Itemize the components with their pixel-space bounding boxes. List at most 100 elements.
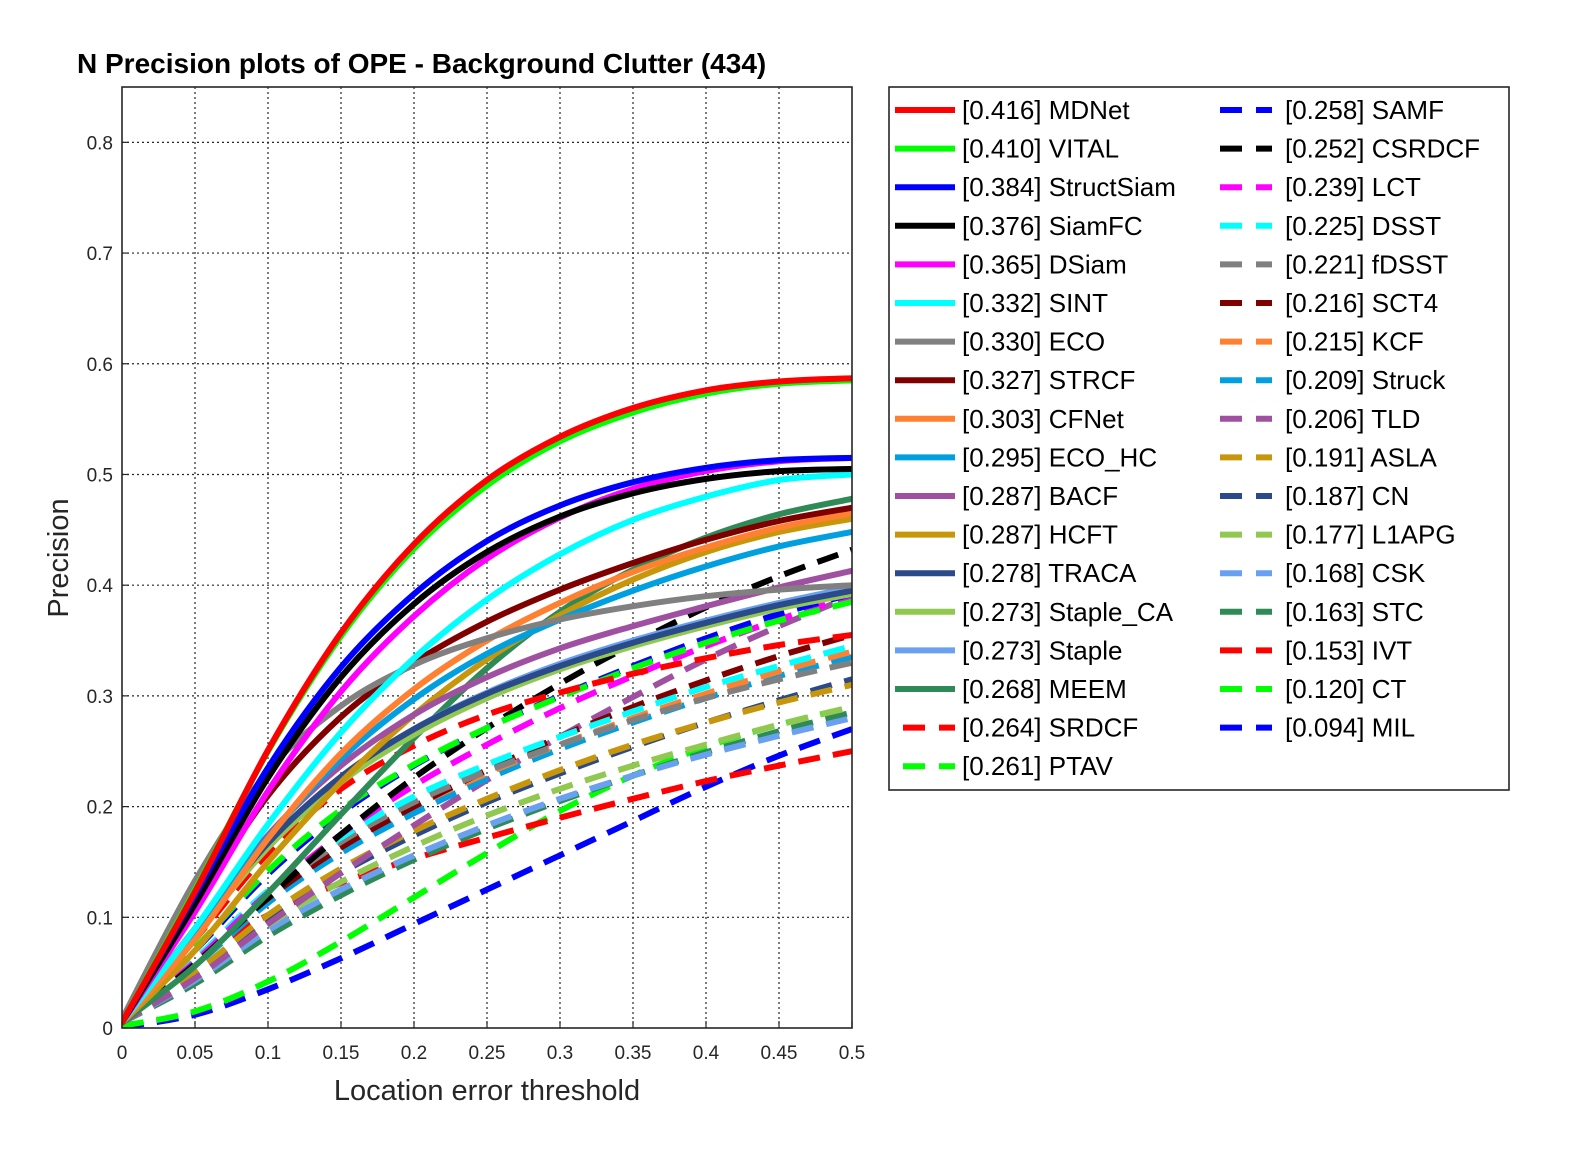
- legend-label: [0.206] TLD: [1285, 404, 1420, 434]
- legend-item: [0.416] MDNet: [895, 95, 1130, 125]
- legend-item: [0.168] CSK: [1220, 558, 1426, 588]
- legend-label: [0.177] L1APG: [1285, 520, 1456, 550]
- legend-label: [0.120] CT: [1285, 674, 1407, 704]
- legend-label: [0.215] KCF: [1285, 327, 1424, 357]
- y-tick-label: 0.2: [87, 798, 113, 819]
- x-axis-ticks: 0 0.05 0.1 0.15 0.2 0.25 0.3 0.35 0.4 0.45 0.5: [117, 1021, 865, 1064]
- legend-label: [0.261] PTAV: [962, 751, 1113, 781]
- legend-label: [0.225] DSST: [1285, 211, 1441, 241]
- legend-label: [0.258] SAMF: [1285, 95, 1444, 125]
- legend-item: [0.120] CT: [1220, 674, 1407, 704]
- legend-label: [0.287] HCFT: [962, 520, 1118, 550]
- legend-label: [0.268] MEEM: [962, 674, 1127, 704]
- y-tick-label: 0.7: [87, 244, 113, 265]
- y-tick-label: 0.1: [87, 908, 113, 929]
- legend-item: [0.209] Struck: [1220, 365, 1446, 395]
- legend-item: [0.295] ECO_HC: [895, 442, 1157, 472]
- x-tick-label: 0.1: [255, 1043, 281, 1064]
- legend-item: [0.278] TRACA: [895, 558, 1137, 588]
- legend-item: [0.261] PTAV: [903, 751, 1113, 781]
- y-axis-label: Precision: [43, 498, 75, 617]
- legend-label: [0.295] ECO_HC: [962, 442, 1157, 472]
- legend-item: [0.268] MEEM: [895, 674, 1127, 704]
- series-line-hcft: [122, 515, 852, 1026]
- legend-item: [0.287] HCFT: [895, 520, 1118, 550]
- legend-label: [0.163] STC: [1285, 597, 1424, 627]
- legend-label: [0.384] StructSiam: [962, 172, 1176, 202]
- series-line-asla: [122, 681, 852, 1025]
- legend-item: [0.216] SCT4: [1220, 288, 1438, 318]
- legend-item: [0.384] StructSiam: [895, 172, 1176, 202]
- x-tick-label: 0.4: [693, 1043, 720, 1064]
- y-tick-label: 0: [102, 1019, 113, 1040]
- legend-label: [0.209] Struck: [1285, 365, 1446, 395]
- chart-title: N Precision plots of OPE - Background Cl…: [77, 48, 766, 79]
- legend-item: [0.287] BACF: [895, 481, 1118, 511]
- legend-item: [0.332] SINT: [895, 288, 1108, 318]
- legend-label: [0.330] ECO: [962, 327, 1105, 357]
- y-tick-label: 0.3: [87, 687, 113, 708]
- series-line-mdnet: [122, 375, 852, 1026]
- y-tick-label: 0.8: [87, 133, 113, 154]
- legend-item: [0.410] VITAL: [895, 134, 1119, 164]
- legend-item: [0.163] STC: [1220, 597, 1424, 627]
- legend-label: [0.252] CSRDCF: [1285, 134, 1480, 164]
- legend-label: [0.327] STRCF: [962, 365, 1135, 395]
- plot-frame: [121, 86, 853, 1029]
- legend-item: [0.303] CFNet: [895, 404, 1125, 434]
- legend-item: [0.273] Staple: [895, 635, 1122, 665]
- legend-item: [0.191] ASLA: [1220, 442, 1437, 472]
- series-line-siamfc: [122, 465, 852, 1026]
- y-tick-label: 0.4: [87, 576, 114, 597]
- legend-item: [0.221] fDSST: [1220, 249, 1448, 279]
- legend-item: [0.206] TLD: [1220, 404, 1420, 434]
- legend-item: [0.239] LCT: [1220, 172, 1421, 202]
- legend-label: [0.239] LCT: [1285, 172, 1421, 202]
- legend-label: [0.094] MIL: [1285, 713, 1415, 743]
- legend: [0.416] MDNet [0.410] VITAL [0.384] Struct…: [888, 86, 1510, 791]
- legend-label: [0.153] IVT: [1285, 635, 1412, 665]
- y-tick-label: 0.5: [87, 465, 113, 486]
- x-tick-label: 0: [117, 1043, 128, 1064]
- series-lines: [122, 375, 852, 1028]
- legend-label: [0.273] Staple: [962, 635, 1122, 665]
- x-tick-label: 0.3: [547, 1043, 573, 1064]
- x-tick-label: 0.2: [401, 1043, 427, 1064]
- legend-label: [0.376] SiamFC: [962, 211, 1143, 241]
- legend-label: [0.303] CFNet: [962, 404, 1125, 434]
- legend-item: [0.215] KCF: [1220, 327, 1424, 357]
- legend-item: [0.187] CN: [1220, 481, 1409, 511]
- legend-label: [0.332] SINT: [962, 288, 1108, 318]
- series-line-structsiam: [122, 454, 852, 1026]
- legend-label: [0.365] DSiam: [962, 249, 1127, 279]
- legend-box: [888, 86, 1510, 791]
- legend-label: [0.278] TRACA: [962, 558, 1137, 588]
- legend-label: [0.216] SCT4: [1285, 288, 1438, 318]
- legend-label: [0.221] fDSST: [1285, 249, 1448, 279]
- series-line-srdcf: [122, 632, 852, 1025]
- legend-item: [0.252] CSRDCF: [1220, 134, 1480, 164]
- legend-label: [0.168] CSK: [1285, 558, 1426, 588]
- series-line-stc: [122, 709, 852, 1026]
- x-tick-label: 0.05: [177, 1043, 214, 1064]
- legend-item: [0.258] SAMF: [1220, 95, 1444, 125]
- x-tick-label: 0.5: [839, 1043, 865, 1064]
- legend-item: [0.273] Staple_CA: [895, 597, 1174, 627]
- legend-label: [0.416] MDNet: [962, 95, 1130, 125]
- series-line-mil: [122, 726, 852, 1028]
- y-tick-label: 0.6: [87, 355, 113, 376]
- legend-label: [0.187] CN: [1285, 481, 1409, 511]
- y-axis-ticks: 0 0.1 0.2 0.3 0.4 0.5 0.6 0.7 0.8: [87, 133, 129, 1040]
- legend-label: [0.287] BACF: [962, 481, 1118, 511]
- legend-label: [0.273] Staple_CA: [962, 597, 1174, 627]
- legend-item: [0.153] IVT: [1220, 635, 1412, 665]
- legend-label: [0.410] VITAL: [962, 134, 1119, 164]
- legend-item: [0.327] STRCF: [895, 365, 1135, 395]
- legend-item: [0.094] MIL: [1220, 713, 1415, 743]
- legend-item: [0.365] DSiam: [895, 249, 1127, 279]
- series-line-cfnet: [122, 510, 852, 1026]
- legend-label: [0.264] SRDCF: [962, 713, 1138, 743]
- legend-item: [0.264] SRDCF: [903, 713, 1138, 743]
- x-tick-label: 0.15: [323, 1043, 360, 1064]
- series-line-dsiam: [122, 454, 852, 1026]
